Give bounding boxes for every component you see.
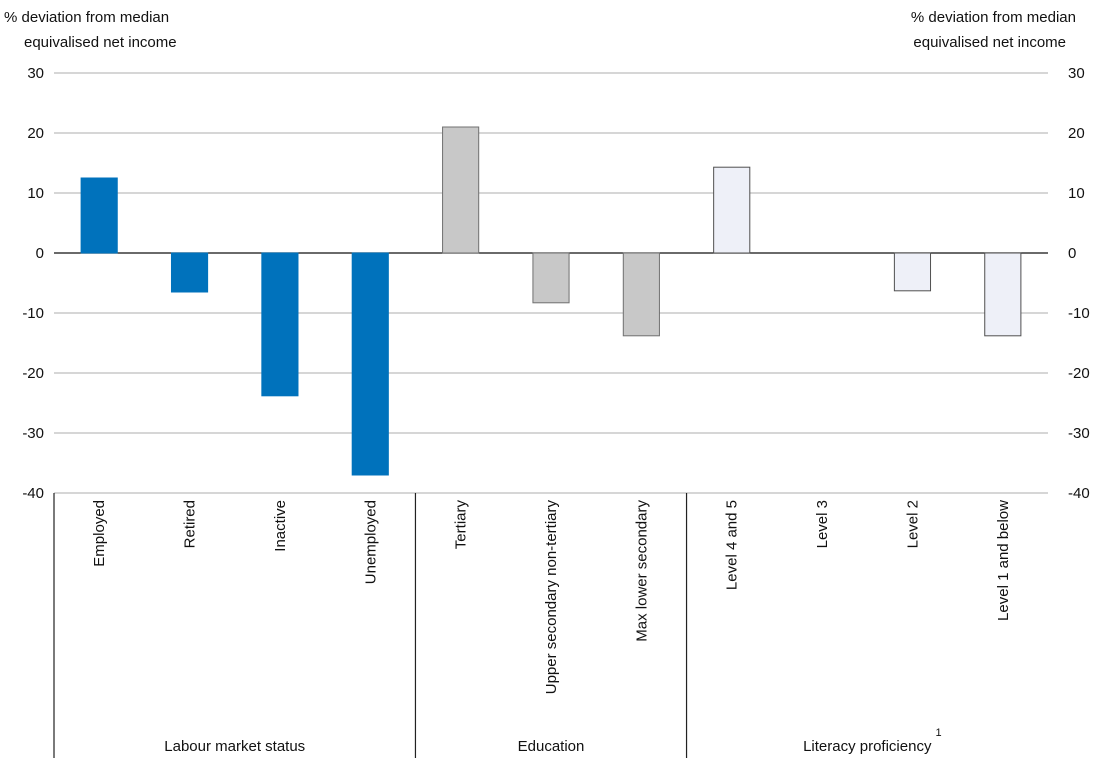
y-axis-title: % deviation from median — [4, 9, 169, 26]
bar — [532, 252, 570, 304]
bar — [713, 166, 751, 254]
bar — [261, 252, 299, 397]
x-tick-label: Unemployed — [362, 500, 379, 584]
x-tick-label: Level 1 and below — [995, 500, 1012, 621]
y-tick-label: 30 — [27, 65, 44, 82]
y-tick-label: -40 — [22, 485, 44, 502]
group-label: Literacy proficiency — [803, 738, 932, 755]
y-tick-label: -10 — [22, 305, 44, 322]
x-tick-label: Employed — [91, 500, 108, 567]
y-tick-label: 10 — [27, 185, 44, 202]
y2-tick-label: -40 — [1068, 485, 1090, 502]
bar — [622, 252, 660, 337]
bar — [893, 252, 932, 292]
group-label: Labour market status — [164, 738, 305, 755]
y2-tick-label: 30 — [1068, 65, 1085, 82]
y-tick-label: -30 — [22, 425, 44, 442]
x-tick-label: Level 3 — [814, 500, 831, 548]
x-tick-label: Level 4 and 5 — [724, 500, 741, 590]
x-tick-label: Tertiary — [453, 500, 470, 550]
y2-axis-title: equivalised net income — [913, 34, 1066, 51]
y-axis-title: equivalised net income — [24, 34, 177, 51]
y2-tick-label: -30 — [1068, 425, 1090, 442]
y-tick-label: 0 — [36, 245, 44, 262]
y2-tick-label: -10 — [1068, 305, 1090, 322]
bar — [442, 126, 480, 254]
footnote-marker: 1 — [935, 727, 941, 739]
bar — [351, 252, 389, 476]
bar — [170, 252, 209, 293]
x-tick-label: Inactive — [272, 500, 289, 552]
x-tick-label: Max lower secondary — [633, 500, 650, 642]
y-tick-label: -20 — [22, 365, 44, 382]
y-tick-label: 20 — [27, 125, 44, 142]
y2-tick-label: -20 — [1068, 365, 1090, 382]
x-tick-label: Upper secondary non-tertiary — [543, 500, 560, 695]
x-tick-label: Retired — [182, 500, 199, 548]
bar — [80, 177, 118, 254]
x-tick-label: Level 2 — [904, 500, 921, 548]
group-label: Education — [518, 738, 585, 755]
y2-axis-title: % deviation from median — [911, 9, 1076, 26]
y2-tick-label: 20 — [1068, 125, 1085, 142]
y2-tick-label: 10 — [1068, 185, 1085, 202]
bar — [984, 252, 1022, 337]
y2-tick-label: 0 — [1068, 245, 1076, 262]
